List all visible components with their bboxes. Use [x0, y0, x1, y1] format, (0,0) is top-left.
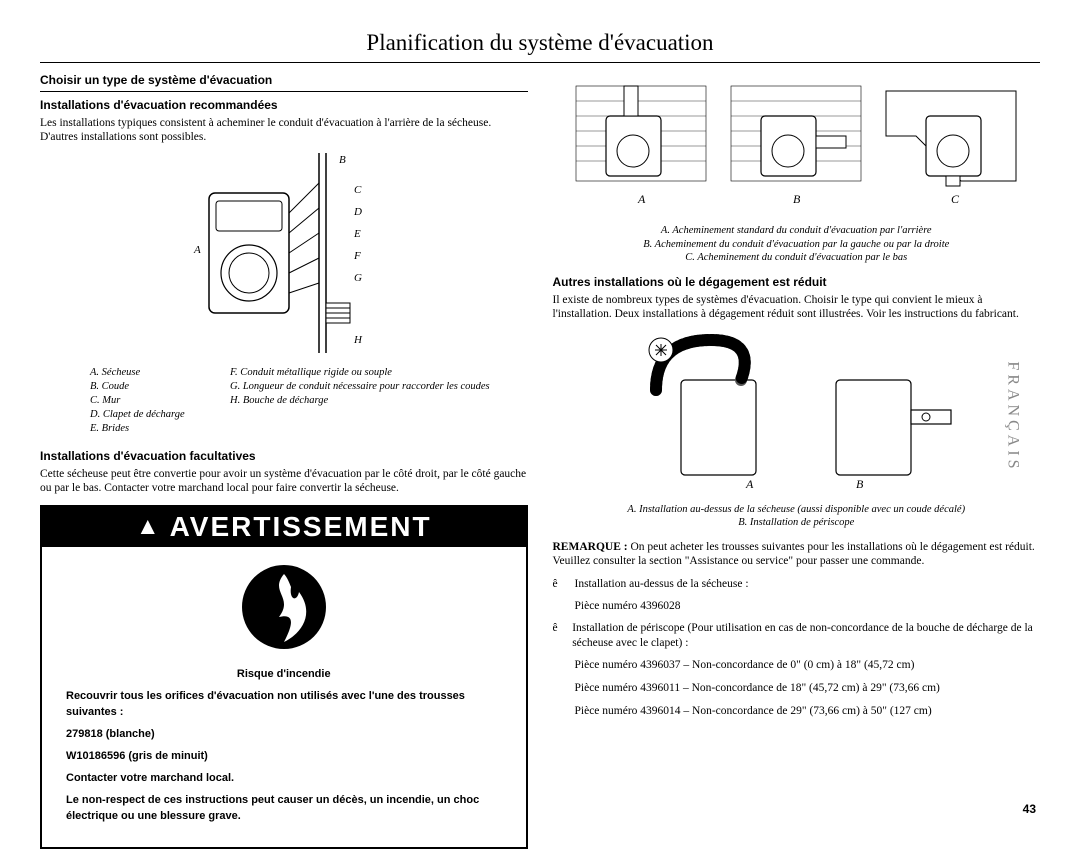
warning-l4: Contacter votre marchand local. [66, 771, 502, 787]
figure-legend: A. Sécheuse B. Coude C. Mur D. Clapet de… [90, 366, 528, 437]
remark: REMARQUE : On peut acheter les trousses … [553, 540, 1041, 569]
bullet-1-part: Pièce numéro 4396028 [575, 598, 1041, 615]
svg-text:F: F [353, 250, 361, 262]
page-number: 43 [1023, 802, 1036, 816]
content-columns: Choisir un type de système d'évacuation … [40, 73, 1040, 849]
left-column: Choisir un type de système d'évacuation … [40, 73, 528, 849]
warning-banner: ▲ AVERTISSEMENT [42, 507, 526, 547]
optional-heading: Installations d'évacuation facultatives [40, 449, 528, 463]
bullet-2-p1: Pièce numéro 4396037 – Non-concordance d… [575, 657, 1041, 674]
warning-l1: Recouvrir tous les orifices d'évacuation… [66, 689, 502, 721]
svg-text:C: C [951, 192, 960, 206]
figure3-caption: A. Installation au-dessus de la sécheuse… [553, 503, 1041, 530]
bullet-2: ê Installation de périscope (Pour utilis… [553, 621, 1041, 651]
bullet-2-p3: Pièce numéro 4396014 – Non-concordance d… [575, 703, 1041, 720]
bullet-1: ê Installation au-dessus de la sécheuse … [553, 577, 1041, 592]
bullet-icon: ê [553, 577, 565, 592]
svg-text:A: A [193, 244, 201, 256]
figure-reduced-clearance: A B [553, 330, 1041, 495]
warning-banner-text: AVERTISSEMENT [170, 511, 432, 543]
warning-text: Risque d'incendie Recouvrir tous les ori… [42, 667, 526, 847]
language-tab: FRANÇAIS [1003, 361, 1021, 472]
bullet-1-text: Installation au-dessus de la sécheuse : [575, 577, 749, 592]
svg-text:B: B [856, 477, 864, 490]
recommended-heading: Installations d'évacuation recommandées [40, 98, 528, 112]
warning-l3: W10186596 (gris de minuit) [66, 749, 502, 765]
fig3-cap-b: B. Installation de périscope [553, 516, 1041, 530]
bullet-2-p2: Pièce numéro 4396011 – Non-concordance d… [575, 680, 1041, 697]
warning-l5: Le non-respect de ces instructions peut … [66, 793, 502, 825]
svg-text:D: D [353, 206, 362, 218]
other-heading: Autres installations où le dégagement es… [553, 275, 1041, 289]
figure2-caption: A. Acheminement standard du conduit d'év… [553, 224, 1041, 265]
section-heading: Choisir un type de système d'évacuation [40, 73, 528, 92]
svg-text:G: G [354, 272, 362, 284]
fire-icon [42, 557, 526, 657]
svg-text:C: C [354, 184, 362, 196]
optional-text: Cette sécheuse peut être convertie pour … [40, 467, 528, 496]
fig3-cap-a: A. Installation au-dessus de la sécheuse… [553, 503, 1041, 517]
svg-text:B: B [793, 192, 801, 206]
warning-box: ▲ AVERTISSEMENT Risque d'incendie Recouv… [40, 505, 528, 849]
remark-label: REMARQUE : [553, 541, 628, 553]
fig2-cap-a: A. Acheminement standard du conduit d'év… [553, 224, 1041, 238]
svg-text:A: A [745, 477, 754, 490]
warning-triangle-icon: ▲ [136, 513, 162, 541]
bullet-2-text: Installation de périscope (Pour utilisat… [572, 621, 1040, 651]
fig2-cap-c: C. Acheminement du conduit d'évacuation … [553, 251, 1041, 265]
svg-text:A: A [637, 192, 646, 206]
warning-risk: Risque d'incendie [66, 667, 502, 683]
legend-left: A. Sécheuse B. Coude C. Mur D. Clapet de… [90, 366, 210, 437]
figure-three-positions: A B C [553, 81, 1041, 216]
svg-text:E: E [353, 228, 361, 240]
fig2-cap-b: B. Acheminement du conduit d'évacuation … [553, 238, 1041, 252]
svg-text:H: H [353, 334, 363, 346]
recommended-text: Les installations typiques consistent à … [40, 116, 528, 145]
bullet-icon: ê [553, 621, 563, 651]
legend-right: F. Conduit métallique rigide ou souple G… [230, 366, 490, 437]
warning-l2: 279818 (blanche) [66, 727, 502, 743]
right-column: A B C A. Acheminement standard du condui… [553, 73, 1041, 849]
other-text: Il existe de nombreux types de systèmes … [553, 293, 1041, 322]
svg-text:B: B [339, 154, 346, 166]
figure-dryer-duct: A B C D E F G H [40, 153, 528, 358]
page-title: Planification du système d'évacuation [40, 30, 1040, 63]
